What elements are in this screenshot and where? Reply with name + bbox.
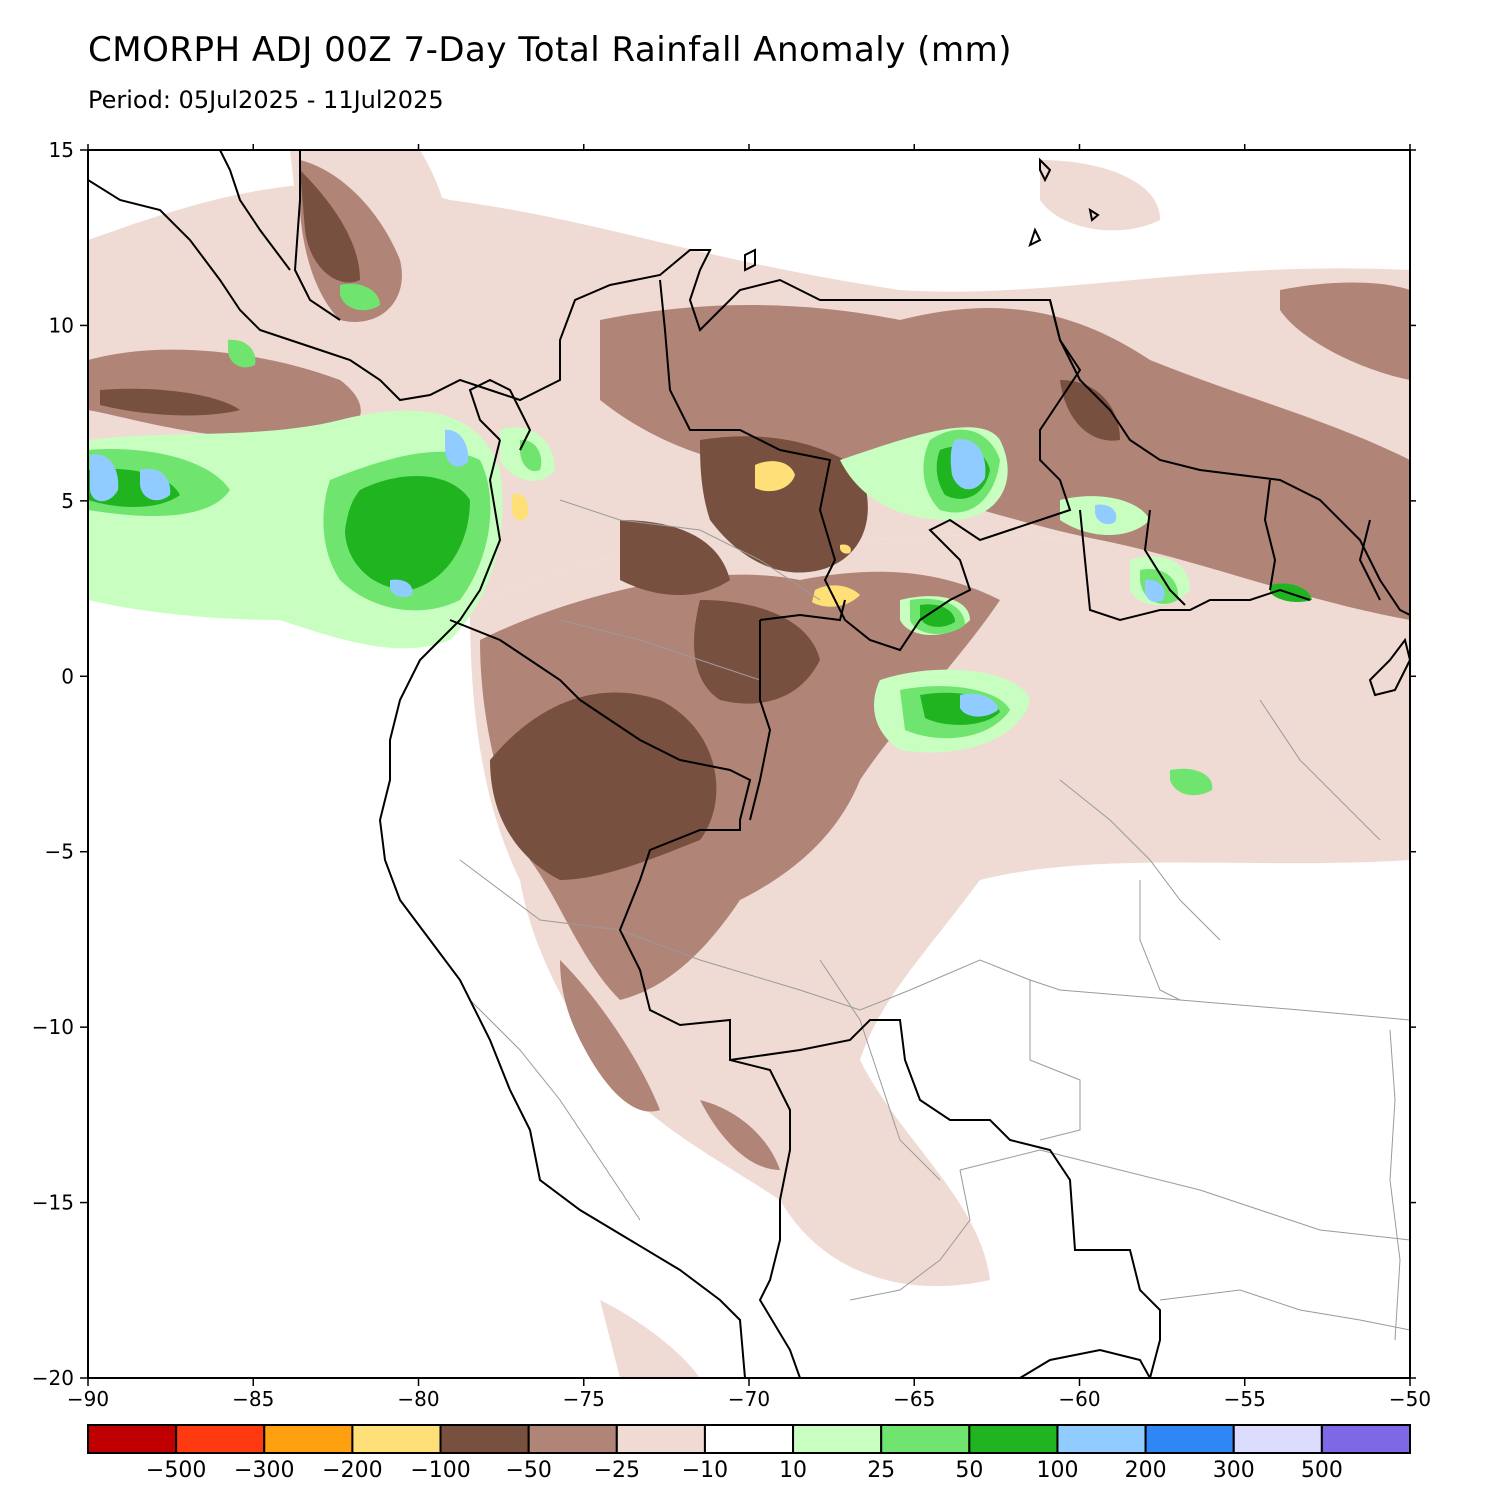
colorbar-label: 500 (1301, 1458, 1343, 1483)
colorbar-swatch (439, 1424, 530, 1454)
lon-tick-label: −50 (1389, 1387, 1431, 1411)
colorbar-swatch (880, 1424, 971, 1454)
lon-tick-label: −85 (232, 1387, 274, 1411)
colorbar-label: −25 (594, 1458, 640, 1483)
colorbar-swatch (175, 1424, 266, 1454)
colorbar-label: 50 (955, 1458, 983, 1483)
lon-tick-label: −90 (67, 1387, 109, 1411)
lon-tick-label: −55 (1224, 1387, 1266, 1411)
map-boundaries (88, 150, 1410, 1378)
colorbar-swatch (87, 1424, 178, 1454)
axis-ticks: −90 −85 −80 −75 −70 −65 −60 −55 −50 15 10 5 0 −5 −10 −1… (32, 138, 1431, 1411)
lat-tick-label: 5 (61, 489, 74, 513)
colorbar-swatch (703, 1424, 795, 1454)
colorbar-label: −100 (410, 1458, 470, 1483)
colorbar-label: 200 (1125, 1458, 1167, 1483)
lat-tick-label: 0 (61, 664, 74, 688)
colorbar-swatch (1144, 1424, 1235, 1454)
lon-tick-label: −70 (728, 1387, 770, 1411)
lon-tick-label: −75 (563, 1387, 605, 1411)
colorbar-label: −300 (234, 1458, 294, 1483)
lat-tick-label: −20 (32, 1366, 74, 1390)
lat-tick-label: 15 (49, 138, 74, 162)
colorbar-swatch (968, 1424, 1059, 1454)
lon-tick-label: −65 (893, 1387, 935, 1411)
colorbar-label: 10 (779, 1458, 807, 1483)
colorbar-label: −10 (682, 1458, 728, 1483)
colorbar-swatch (1320, 1424, 1412, 1454)
lat-tick-label: −10 (32, 1015, 74, 1039)
colorbar-label: −200 (322, 1458, 382, 1483)
lat-tick-label: −5 (45, 840, 74, 864)
lat-tick-label: 10 (49, 313, 74, 337)
colorbar-swatch (1232, 1424, 1323, 1454)
colorbar-label: 100 (1036, 1458, 1078, 1483)
colorbar-label: −50 (505, 1458, 551, 1483)
colorbar-swatch (1056, 1424, 1147, 1454)
lat-tick-label: −15 (32, 1191, 74, 1215)
lon-tick-label: −60 (1058, 1387, 1100, 1411)
colorbar-swatch (615, 1424, 706, 1454)
colorbar-label: 300 (1213, 1458, 1255, 1483)
colorbar-label: 25 (867, 1458, 895, 1483)
colorbar-swatch (263, 1424, 354, 1454)
colorbar-swatch (792, 1424, 883, 1454)
colorbar-swatch (351, 1424, 442, 1454)
map-period: Period: 05Jul2025 - 11Jul2025 (88, 86, 444, 114)
colorbar-label: −500 (146, 1458, 206, 1483)
colorbar-swatch (527, 1424, 618, 1454)
map-title: CMORPH ADJ 00Z 7-Day Total Rainfall Anom… (88, 30, 1012, 70)
lon-tick-label: −80 (397, 1387, 439, 1411)
colorbar: −500 −300 −200 −100 −50 −25 −10 10 25 50 100 200 300… (87, 1424, 1412, 1483)
anomaly-field (88, 150, 1410, 1378)
